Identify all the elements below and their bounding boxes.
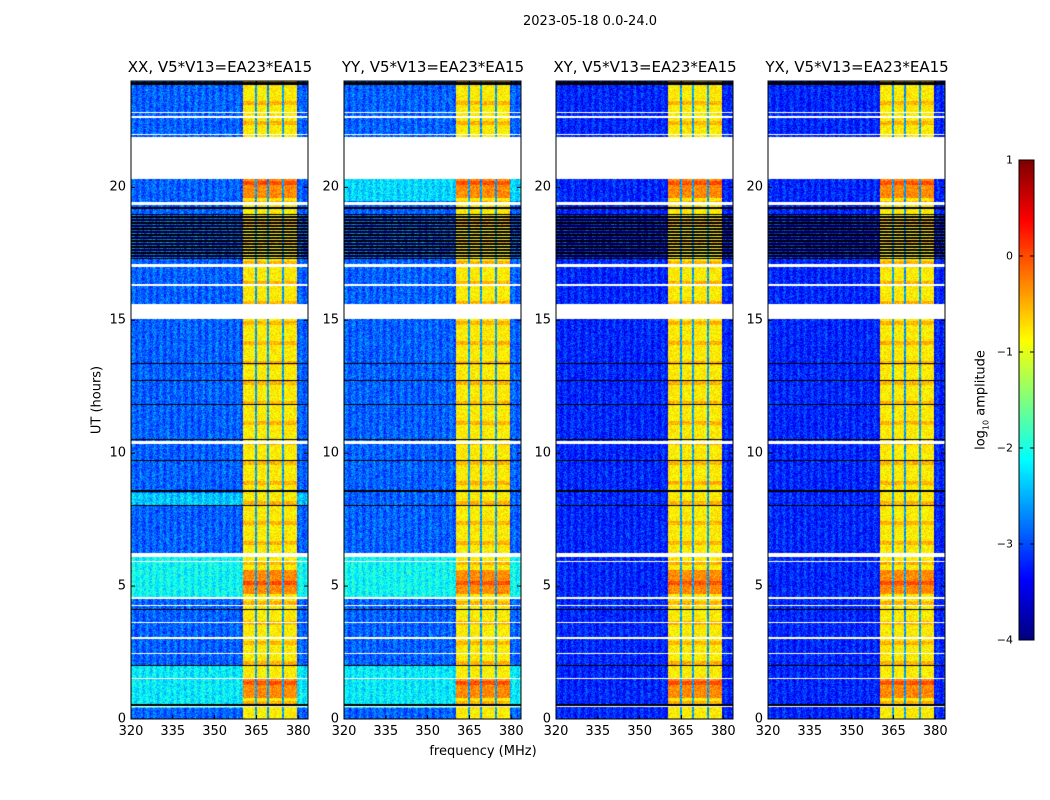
x-tick-label: 335	[160, 724, 186, 739]
x-tick-label: 380	[285, 724, 311, 739]
x-axis-label: frequency (MHz)	[429, 744, 537, 759]
spectrogram-image	[131, 81, 308, 719]
y-tick-label: 20	[534, 179, 551, 195]
y-tick-label: 5	[542, 578, 551, 594]
y-tick-label: 0	[754, 711, 763, 727]
y-tick-label: 0	[542, 711, 551, 727]
colorbar-axis	[1018, 159, 1035, 641]
y-tick-label: 0	[330, 711, 339, 727]
x-tick-label: 350	[839, 724, 865, 739]
x-tick-label: 365	[881, 724, 906, 739]
colorbar-tick-label: −3	[996, 537, 1013, 551]
y-tick-label: 10	[322, 445, 339, 461]
x-tick-label: 320	[331, 724, 357, 739]
colorbar	[1019, 160, 1034, 640]
spectrogram-image	[768, 81, 945, 719]
x-tick-label: 380	[710, 724, 736, 739]
y-tick-label: 0	[117, 711, 126, 727]
spectrogram-panel-yx	[767, 80, 946, 720]
y-tick-label: 10	[746, 445, 763, 461]
x-tick-label: 350	[627, 724, 653, 739]
colorbar-tick-label: −4	[996, 633, 1013, 647]
axes-frame	[555, 80, 734, 720]
y-tick-label: 10	[109, 445, 126, 461]
axes-frame	[130, 80, 309, 720]
spectrogram-image	[344, 81, 521, 719]
x-tick-label: 335	[585, 724, 611, 739]
x-tick-label: 320	[543, 724, 569, 739]
x-tick-label: 350	[202, 724, 228, 739]
panel-axes	[130, 80, 309, 720]
colorbar-tick-label: −2	[996, 441, 1013, 455]
spectrogram-panel-xy	[555, 80, 734, 720]
x-tick-label: 365	[244, 724, 269, 739]
panel-axes	[767, 80, 946, 720]
panel-axes	[555, 80, 734, 720]
x-tick-label: 365	[669, 724, 694, 739]
panel-title-xy: XY, V5*V13=EA23*EA15	[553, 58, 737, 76]
colorbar-tick-label: −1	[996, 345, 1013, 359]
y-tick-label: 5	[117, 578, 126, 594]
spectrogram-panel-xx	[130, 80, 309, 720]
x-tick-label: 380	[498, 724, 524, 739]
y-tick-label: 20	[109, 179, 126, 195]
axes-frame	[343, 80, 522, 720]
y-tick-label: 15	[746, 312, 763, 328]
y-tick-label: 15	[322, 312, 339, 328]
colorbar-label: log10 amplitude	[974, 350, 991, 450]
y-tick-label: 20	[322, 179, 339, 195]
x-tick-label: 365	[457, 724, 482, 739]
y-tick-label: 20	[746, 179, 763, 195]
spectrogram-panel-yy	[343, 80, 522, 720]
colorbar-frame	[1018, 159, 1035, 641]
y-tick-label: 15	[109, 312, 126, 328]
y-tick-label: 10	[534, 445, 551, 461]
axes-frame	[767, 80, 946, 720]
y-tick-label: 5	[754, 578, 763, 594]
spectrogram-image	[556, 81, 733, 719]
panel-title-yx: YX, V5*V13=EA23*EA15	[765, 58, 949, 76]
y-tick-label: 5	[330, 578, 339, 594]
x-tick-label: 335	[373, 724, 399, 739]
panel-axes	[343, 80, 522, 720]
y-axis-label: UT (hours)	[89, 365, 105, 435]
figure-title: 2023-05-18 0.0-24.0	[523, 14, 657, 29]
colorbar-tick-label: 0	[1006, 249, 1013, 263]
colorbar-label-amplitude: amplitude	[973, 350, 989, 420]
x-tick-label: 380	[922, 724, 948, 739]
x-tick-label: 320	[755, 724, 781, 739]
x-tick-label: 335	[797, 724, 823, 739]
y-tick-label: 15	[534, 312, 551, 328]
x-tick-label: 350	[415, 724, 441, 739]
panel-title-xx: XX, V5*V13=EA23*EA15	[127, 58, 313, 76]
colorbar-tick-label: 1	[1006, 153, 1013, 167]
colorbar-label-sub: 10	[981, 419, 991, 431]
panel-title-yy: YY, V5*V13=EA23*EA15	[341, 58, 525, 76]
colorbar-label-log: log	[973, 430, 989, 450]
x-tick-label: 320	[118, 724, 144, 739]
